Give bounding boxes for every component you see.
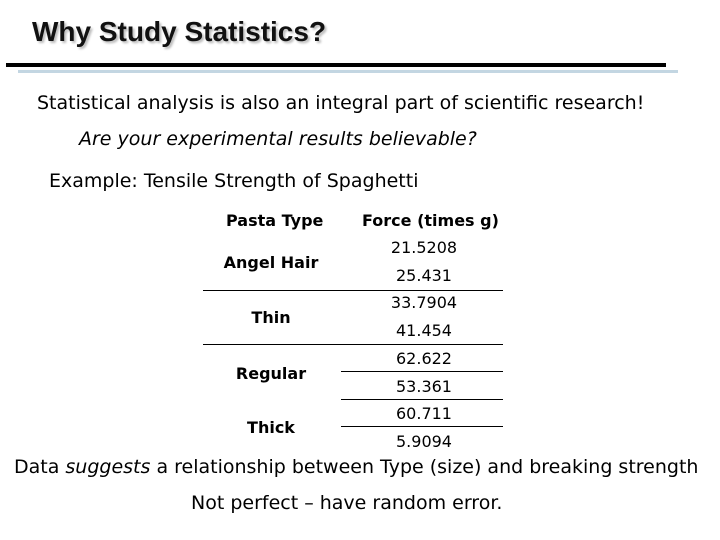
header-pasta-type: Pasta Type <box>226 211 324 230</box>
force-value: 60.711 <box>396 404 452 423</box>
title-rule-accent <box>18 70 678 73</box>
force-value: 33.7904 <box>390 293 458 312</box>
value-divider <box>341 371 503 372</box>
value-divider <box>341 426 503 427</box>
row-type-label: Regular <box>235 364 307 383</box>
header-force: Force (times g) <box>362 211 499 230</box>
row-type-label: Thin <box>251 308 291 327</box>
force-value: 25.431 <box>396 266 452 285</box>
row-type-label: Thick <box>247 418 295 437</box>
row-type-label: Angel Hair <box>223 253 319 272</box>
conclusion-text: Data suggests a relationship between Typ… <box>14 456 698 478</box>
conclusion-emphasis: suggests <box>65 456 151 478</box>
force-value: 21.5208 <box>390 238 458 257</box>
force-value: 62.622 <box>396 349 452 368</box>
value-divider <box>341 399 503 400</box>
slide-title: Why Study Statistics? <box>32 16 327 47</box>
example-text: Example: Tensile Strength of Spaghetti <box>49 170 419 192</box>
intro-text: Statistical analysis is also an integral… <box>37 92 645 114</box>
row-divider <box>203 290 503 291</box>
force-value: 41.454 <box>396 321 452 340</box>
conclusion-end: a relationship between Type (size) and b… <box>150 456 699 478</box>
question-text: Are your experimental results believable… <box>79 128 477 150</box>
force-value: 53.361 <box>396 377 452 396</box>
row-divider <box>203 344 503 345</box>
title-rule <box>6 63 666 67</box>
conclusion-start: Data <box>14 456 66 478</box>
force-value: 5.9094 <box>396 432 452 451</box>
note-text: Not perfect – have random error. <box>191 492 503 514</box>
